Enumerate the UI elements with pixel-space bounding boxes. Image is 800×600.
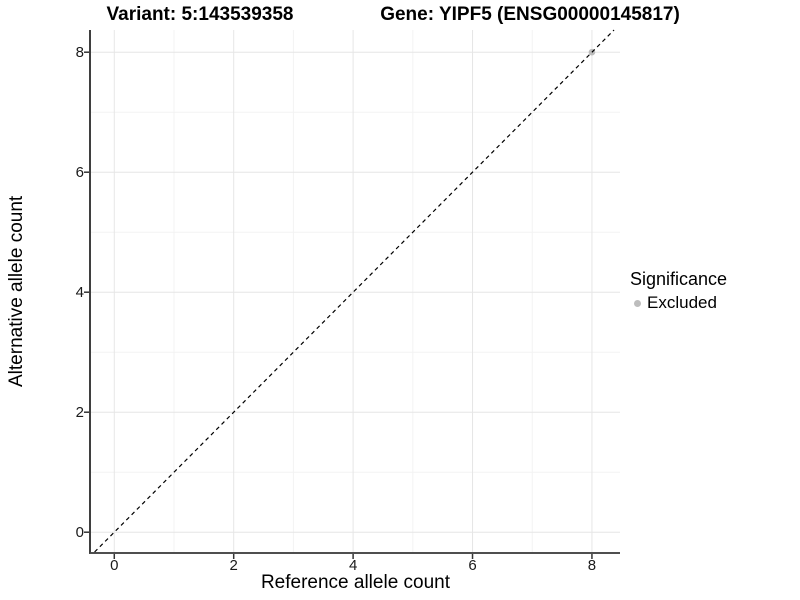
x-tick-label: 8 [587, 557, 597, 574]
variant-title: Variant: 5:143539358 [106, 4, 294, 25]
legend-item-excluded: Excluded [630, 293, 727, 313]
y-tick-label: 2 [75, 403, 84, 421]
legend-title: Significance [630, 269, 728, 289]
x-tick-label: 2 [229, 557, 238, 574]
plot-canvas [84, 29, 620, 559]
x-tick-label: 6 [468, 557, 477, 574]
legend: Significance Excluded [630, 269, 727, 313]
y-axis-title: Alternative allele count [6, 195, 27, 387]
x-axis-title: Reference allele count [260, 572, 451, 593]
gene-title: Gene: YIPF5 (ENSG00000145817) [380, 4, 680, 25]
y-tick-label: 6 [75, 163, 84, 181]
y-tick-label: 8 [75, 43, 84, 61]
plot-panel [84, 29, 620, 559]
y-tick-label: 0 [75, 523, 84, 541]
legend-item-label: Excluded [647, 293, 717, 312]
identity-reference-line [94, 29, 615, 553]
excluded-point-icon [634, 299, 641, 307]
x-tick-label: 4 [348, 557, 358, 574]
x-tick-label: 0 [110, 557, 119, 574]
y-tick-label: 4 [75, 283, 84, 301]
